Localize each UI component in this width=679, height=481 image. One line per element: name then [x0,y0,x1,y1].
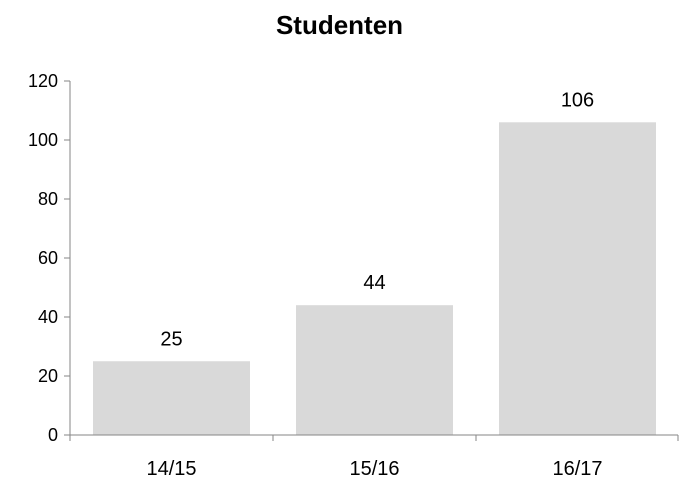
data-label: 106 [561,89,594,111]
y-tick-label: 80 [38,189,58,209]
bars-layer [93,122,656,436]
y-tick-label: 0 [48,425,58,445]
data-label: 44 [363,272,385,294]
y-tick-label: 20 [38,366,58,386]
chart-title: Studenten [275,10,404,40]
data-label: 25 [160,328,182,350]
y-tick-label: 120 [28,71,58,91]
bar-15-16 [296,305,453,435]
axes-layer [64,80,679,441]
x-tick-label: 14/15 [146,458,196,480]
x-tick-label: 15/16 [349,458,399,480]
y-tick-label: 100 [28,130,58,150]
bar-16-17 [499,122,656,436]
x-tick-label: 16/17 [552,458,602,480]
labels-layer: 25 14/15 44 15/16 106 16/17 0 20 40 60 80 100 120 [28,71,603,480]
bar-14-15 [93,361,250,435]
y-tick-label: 60 [38,248,58,268]
y-tick-label: 40 [38,307,58,327]
